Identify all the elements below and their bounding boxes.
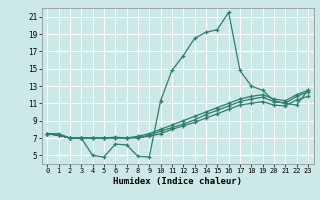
- X-axis label: Humidex (Indice chaleur): Humidex (Indice chaleur): [113, 177, 242, 186]
